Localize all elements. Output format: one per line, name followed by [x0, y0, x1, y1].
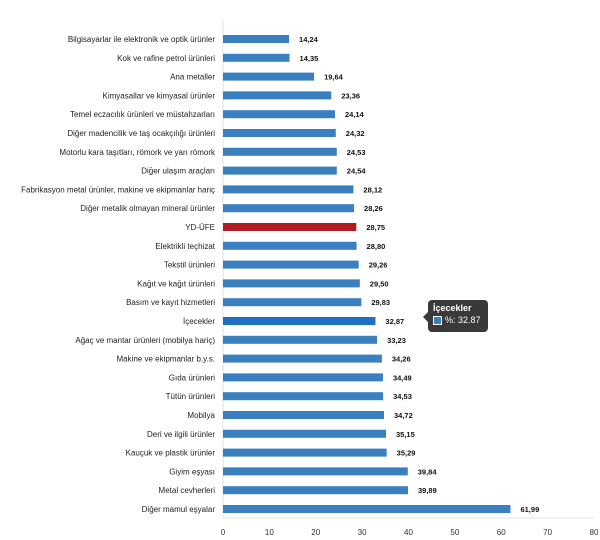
category-label: YD-ÜFE	[185, 223, 215, 232]
bar[interactable]	[223, 317, 376, 325]
bar[interactable]	[223, 204, 355, 213]
value-label: 28,26	[364, 204, 383, 213]
category-label: Giyim eşyası	[169, 467, 215, 476]
bar[interactable]	[223, 260, 359, 269]
tooltip-value: %: 32.87	[445, 315, 481, 325]
tooltip: İçecekler %: 32.87	[423, 300, 488, 332]
category-label: Diğer madencilik ve taş ocakçılığı ürünl…	[67, 129, 215, 138]
bar[interactable]	[223, 129, 336, 137]
category-label: Ağaç ve mantar ürünleri (mobilya hariç)	[75, 336, 215, 345]
bar[interactable]	[223, 166, 337, 175]
category-label: Diğer mamul eşyalar	[142, 505, 216, 514]
bar[interactable]	[223, 486, 408, 495]
value-label: 39,89	[418, 486, 437, 495]
value-label: 34,26	[392, 355, 411, 364]
bar[interactable]	[223, 35, 290, 43]
tooltip-title: İçecekler	[433, 303, 472, 313]
x-tick-label: 60	[497, 528, 506, 537]
bar[interactable]	[223, 467, 408, 476]
value-label: 29,26	[369, 261, 388, 270]
category-label: Kok ve rafine petrol ürünleri	[117, 54, 215, 63]
value-label: 24,53	[347, 148, 366, 157]
category-label: Ana metaller	[170, 73, 215, 82]
x-tick-label: 0	[221, 528, 226, 537]
category-label: Mobilya	[187, 411, 215, 420]
value-label: 28,12	[363, 185, 382, 194]
category-label: Gıda ürünleri	[169, 373, 215, 382]
value-label: 29,83	[371, 298, 390, 307]
x-tick-label: 40	[404, 528, 413, 537]
value-label: 34,49	[393, 373, 412, 382]
x-tick-label: 80	[590, 528, 599, 537]
bar[interactable]	[223, 72, 315, 81]
bar[interactable]	[223, 429, 387, 438]
category-label: Metal cevherleri	[159, 486, 216, 495]
bar[interactable]	[223, 298, 362, 307]
category-label: Kauçuk ve plastik ürünler	[126, 449, 216, 458]
value-label: 34,53	[393, 392, 412, 401]
category-label: Elektrikli teçhizat	[155, 242, 215, 251]
x-tick-label: 10	[265, 528, 274, 537]
value-label: 28,75	[366, 223, 385, 232]
category-label: İçecekler	[183, 317, 215, 326]
bar[interactable]	[223, 91, 332, 100]
category-label: Diğer ulaşım araçları	[141, 167, 215, 176]
value-label: 19,64	[324, 73, 344, 82]
category-label: Tütün ürünleri	[166, 392, 216, 401]
category-label: Diğer metalik olmayan mineral ürünler	[80, 204, 215, 213]
bar[interactable]	[223, 392, 384, 401]
value-label: 35,29	[397, 449, 416, 458]
value-label: 14,35	[300, 54, 319, 63]
bar[interactable]	[223, 411, 385, 419]
bar[interactable]	[223, 279, 360, 288]
bar[interactable]	[223, 373, 383, 382]
category-label: Fabrikasyon metal ürünler, makine ve eki…	[21, 185, 215, 194]
value-label: 34,72	[394, 411, 413, 420]
value-label: 14,24	[299, 35, 319, 44]
value-label: 32,87	[385, 317, 404, 326]
category-label: Kağıt ve kağıt ürünleri	[137, 279, 215, 288]
tooltip-swatch	[433, 316, 442, 325]
value-label: 29,50	[370, 279, 389, 288]
value-label: 39,84	[418, 467, 438, 476]
bar[interactable]	[223, 185, 354, 194]
category-label: Tekstil ürünleri	[164, 261, 215, 270]
value-label: 33,23	[387, 336, 406, 345]
bar[interactable]	[223, 110, 335, 119]
category-label: Temel eczacılık ürünleri ve müstahzarlar…	[70, 110, 215, 119]
bar[interactable]	[223, 241, 357, 250]
value-label: 61,99	[520, 505, 539, 514]
x-tick-label: 20	[311, 528, 320, 537]
value-label: 28,80	[367, 242, 386, 251]
bar[interactable]	[223, 505, 511, 513]
category-label: Basım ve kayıt hizmetleri	[126, 298, 215, 307]
category-label: Kimyasallar ve kimyasal ürünler	[103, 91, 216, 100]
bar[interactable]	[223, 147, 337, 156]
x-tick-label: 50	[450, 528, 459, 537]
bar[interactable]	[223, 448, 387, 457]
value-label: 24,54	[347, 167, 367, 176]
category-label: Makine ve ekipmanlar b.y.s.	[116, 355, 215, 364]
value-label: 35,15	[396, 430, 415, 439]
bar[interactable]	[223, 354, 382, 363]
x-tick-label: 30	[358, 528, 367, 537]
value-label: 23,36	[341, 91, 360, 100]
category-label: Deri ve ilgili ürünler	[147, 430, 215, 439]
bar[interactable]	[223, 223, 357, 231]
category-label: Motorlu kara taşıtları, römork ve yarı r…	[59, 148, 216, 157]
value-label: 24,32	[346, 129, 365, 138]
x-tick-label: 70	[543, 528, 552, 537]
bar[interactable]	[223, 53, 290, 62]
value-label: 24,14	[345, 110, 365, 119]
category-label: Bilgisayarlar ile elektronik ve optik ür…	[68, 35, 216, 44]
bar[interactable]	[223, 335, 378, 344]
